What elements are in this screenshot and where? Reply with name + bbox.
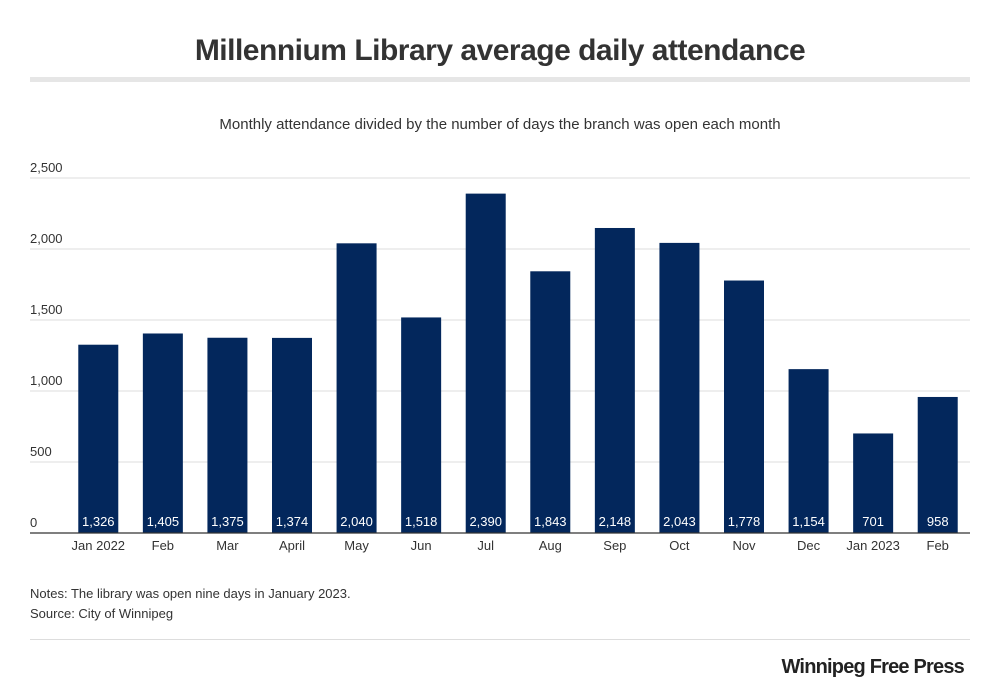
x-tick-label: Jun [411,538,432,553]
bar-value-label: 1,154 [792,514,825,529]
y-tick-label: 0 [30,515,37,530]
x-tick-label: April [279,538,305,553]
y-tick-label: 2,000 [30,231,63,246]
bar [78,344,119,533]
bar [788,369,829,533]
bar [530,271,571,533]
x-tick-label: Mar [216,538,239,553]
bar [465,193,506,533]
x-tick-label: Jan 2022 [72,538,126,553]
bar-value-label: 2,390 [469,514,502,529]
y-tick-label: 1,500 [30,302,63,317]
bar [207,337,248,533]
y-tick-label: 2,500 [30,160,63,175]
bar-value-label: 1,778 [728,514,761,529]
bar [659,242,700,534]
bar-value-label: 701 [862,514,884,529]
bar [272,337,312,533]
x-tick-label: Aug [539,538,562,553]
x-tick-label: Oct [669,538,690,553]
bar-value-label: 1,843 [534,514,567,529]
bar-value-label: 1,518 [405,514,438,529]
x-tick-label: Jan 2023 [846,538,900,553]
bar-value-label: 1,374 [276,514,309,529]
notes-text: Notes: The library was open nine days in… [30,586,351,601]
bar-value-label: 1,326 [82,514,115,529]
y-tick-label: 500 [30,444,52,459]
source-text: Source: City of Winnipeg [30,606,174,621]
x-tick-label: Dec [797,538,821,553]
x-tick-label: Sep [603,538,626,553]
bar-value-label: 2,148 [599,514,632,529]
x-tick-label: Nov [732,538,756,553]
bar [142,333,183,533]
x-tick-label: Feb [927,538,949,553]
bar [594,227,635,533]
bar-value-label: 958 [927,514,949,529]
bar [401,317,442,533]
bar-value-label: 1,375 [211,514,244,529]
y-tick-label: 1,000 [30,373,63,388]
x-tick-label: Jul [477,538,494,553]
brand-logo: Winnipeg Free Press [781,656,965,678]
chart-subtitle: Monthly attendance divided by the number… [219,116,781,133]
title-divider [30,77,970,82]
x-tick-label: Feb [152,538,174,553]
bar-value-label: 1,405 [147,514,180,529]
chart-title: Millennium Library average daily attenda… [194,34,806,67]
bar [724,280,764,533]
bar-chart: 0 500 1,000 1,500 2,000 2,500 1,326 Jan 2022 1,4… [30,160,970,553]
footer-divider [30,639,970,640]
bar [917,396,958,533]
notes-block: Notes: The library was open nine days in… [30,584,351,624]
bar-value-label: 2,043 [663,514,696,529]
bar [336,243,377,533]
bar-value-label: 2,040 [340,514,373,529]
x-tick-label: May [344,538,369,553]
bar [853,433,894,533]
